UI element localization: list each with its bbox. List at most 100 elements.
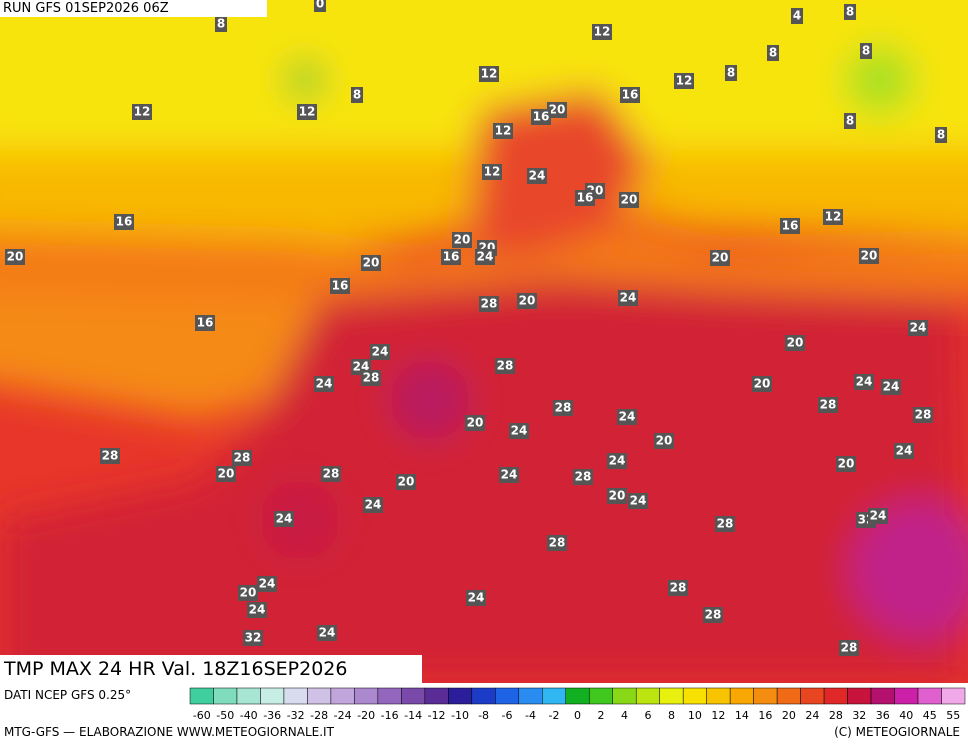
- map-label: 4: [793, 9, 801, 23]
- label-box: [860, 43, 872, 59]
- map-label: 24: [276, 512, 293, 526]
- label-box: [216, 466, 236, 482]
- label-box: [710, 250, 730, 266]
- map-label: 20: [218, 467, 235, 481]
- label-box: [475, 249, 495, 265]
- map-label: 8: [727, 66, 735, 80]
- scale-tick-label: -14: [404, 709, 422, 722]
- scale-tick-label: -40: [240, 709, 258, 722]
- label-box: [654, 433, 674, 449]
- scale-box: [729, 687, 754, 705]
- map-label: 28: [234, 451, 251, 465]
- label-box: [854, 374, 874, 390]
- map-label: 16: [782, 219, 799, 233]
- map-label: 20: [398, 475, 415, 489]
- label-box: [531, 109, 551, 125]
- scale-box: [659, 687, 684, 705]
- scale-box: [213, 687, 238, 705]
- label-box: [715, 516, 735, 532]
- map-label: 28: [555, 401, 572, 415]
- credit-right: (C) METEOGIORNALE: [834, 725, 960, 739]
- label-box: [495, 358, 515, 374]
- map-label: 28: [549, 536, 566, 550]
- scale-box: [917, 687, 942, 705]
- label-box: [752, 376, 772, 392]
- scale-box: [588, 687, 613, 705]
- map-label: 12: [825, 210, 842, 224]
- map-label: 24: [372, 345, 389, 359]
- map-label: 8: [937, 128, 945, 142]
- label-box: [725, 65, 737, 81]
- label-box: [370, 344, 390, 360]
- label-box: [314, 376, 334, 392]
- map-label: 12: [134, 105, 151, 119]
- scale-box: [847, 687, 872, 705]
- product-title: TMP MAX 24 HR Val. 18Z16SEP2026: [0, 655, 422, 683]
- map-label: 16: [116, 215, 133, 229]
- label-box: [674, 73, 694, 89]
- map-label: 28: [575, 470, 592, 484]
- scale-tick-label: 28: [829, 709, 843, 722]
- label-box: [215, 16, 227, 32]
- map-label: 16: [443, 250, 460, 264]
- map-label: 28: [717, 517, 734, 531]
- label-box: [441, 249, 461, 265]
- label-box: [620, 87, 640, 103]
- scale-box: [870, 687, 895, 705]
- label-box: [330, 278, 350, 294]
- scale-tick-label: -4: [525, 709, 536, 722]
- label-box: [363, 497, 383, 513]
- scale-tick-label: 45: [923, 709, 937, 722]
- label-box: [908, 320, 928, 336]
- map-label: 8: [769, 46, 777, 60]
- map-label: 24: [477, 250, 494, 264]
- label-box: [479, 66, 499, 82]
- map-label: 8: [846, 5, 854, 19]
- scale-box: [682, 687, 707, 705]
- label-box: [767, 45, 779, 61]
- map-label: 24: [609, 454, 626, 468]
- map-label: 20: [609, 489, 626, 503]
- scale-box: [307, 687, 332, 705]
- map-label: 8: [217, 17, 225, 31]
- label-box: [859, 248, 879, 264]
- scale-box: [612, 687, 637, 705]
- map-label: 20: [754, 377, 771, 391]
- label-box: [452, 232, 472, 248]
- label-box: [575, 190, 595, 206]
- map-label: 16: [332, 279, 349, 293]
- map-label: 12: [594, 25, 611, 39]
- scale-box: [471, 687, 496, 705]
- scale-tick-label: 32: [852, 709, 866, 722]
- scale-tick-label: -20: [357, 709, 375, 722]
- label-box: [232, 450, 252, 466]
- map-label: 16: [622, 88, 639, 102]
- map-label: 0: [316, 0, 324, 11]
- map-label: 12: [484, 165, 501, 179]
- scale-tick-label: 0: [574, 709, 581, 722]
- label-box: [592, 24, 612, 40]
- scale-tick-label: -12: [428, 709, 446, 722]
- map-label: 24: [620, 291, 637, 305]
- scale-box: [354, 687, 379, 705]
- map-label: 20: [467, 416, 484, 430]
- scale-box: [448, 687, 473, 705]
- label-box: [243, 630, 263, 646]
- scale-tick-label: 10: [688, 709, 702, 722]
- map-label: 12: [299, 105, 316, 119]
- label-box: [703, 607, 723, 623]
- label-box: [351, 87, 363, 103]
- label-box: [839, 640, 859, 656]
- label-box: [479, 296, 499, 312]
- map-label: 16: [577, 191, 594, 205]
- label-box: [274, 511, 294, 527]
- label-box: [618, 290, 638, 306]
- map-label: 8: [353, 88, 361, 102]
- scale-tick-label: -36: [263, 709, 281, 722]
- label-box: [509, 423, 529, 439]
- scale-tick-label: -24: [334, 709, 352, 722]
- map-label: 24: [501, 468, 518, 482]
- map-label: 28: [841, 641, 858, 655]
- label-box: [553, 400, 573, 416]
- map-label: 24: [870, 509, 887, 523]
